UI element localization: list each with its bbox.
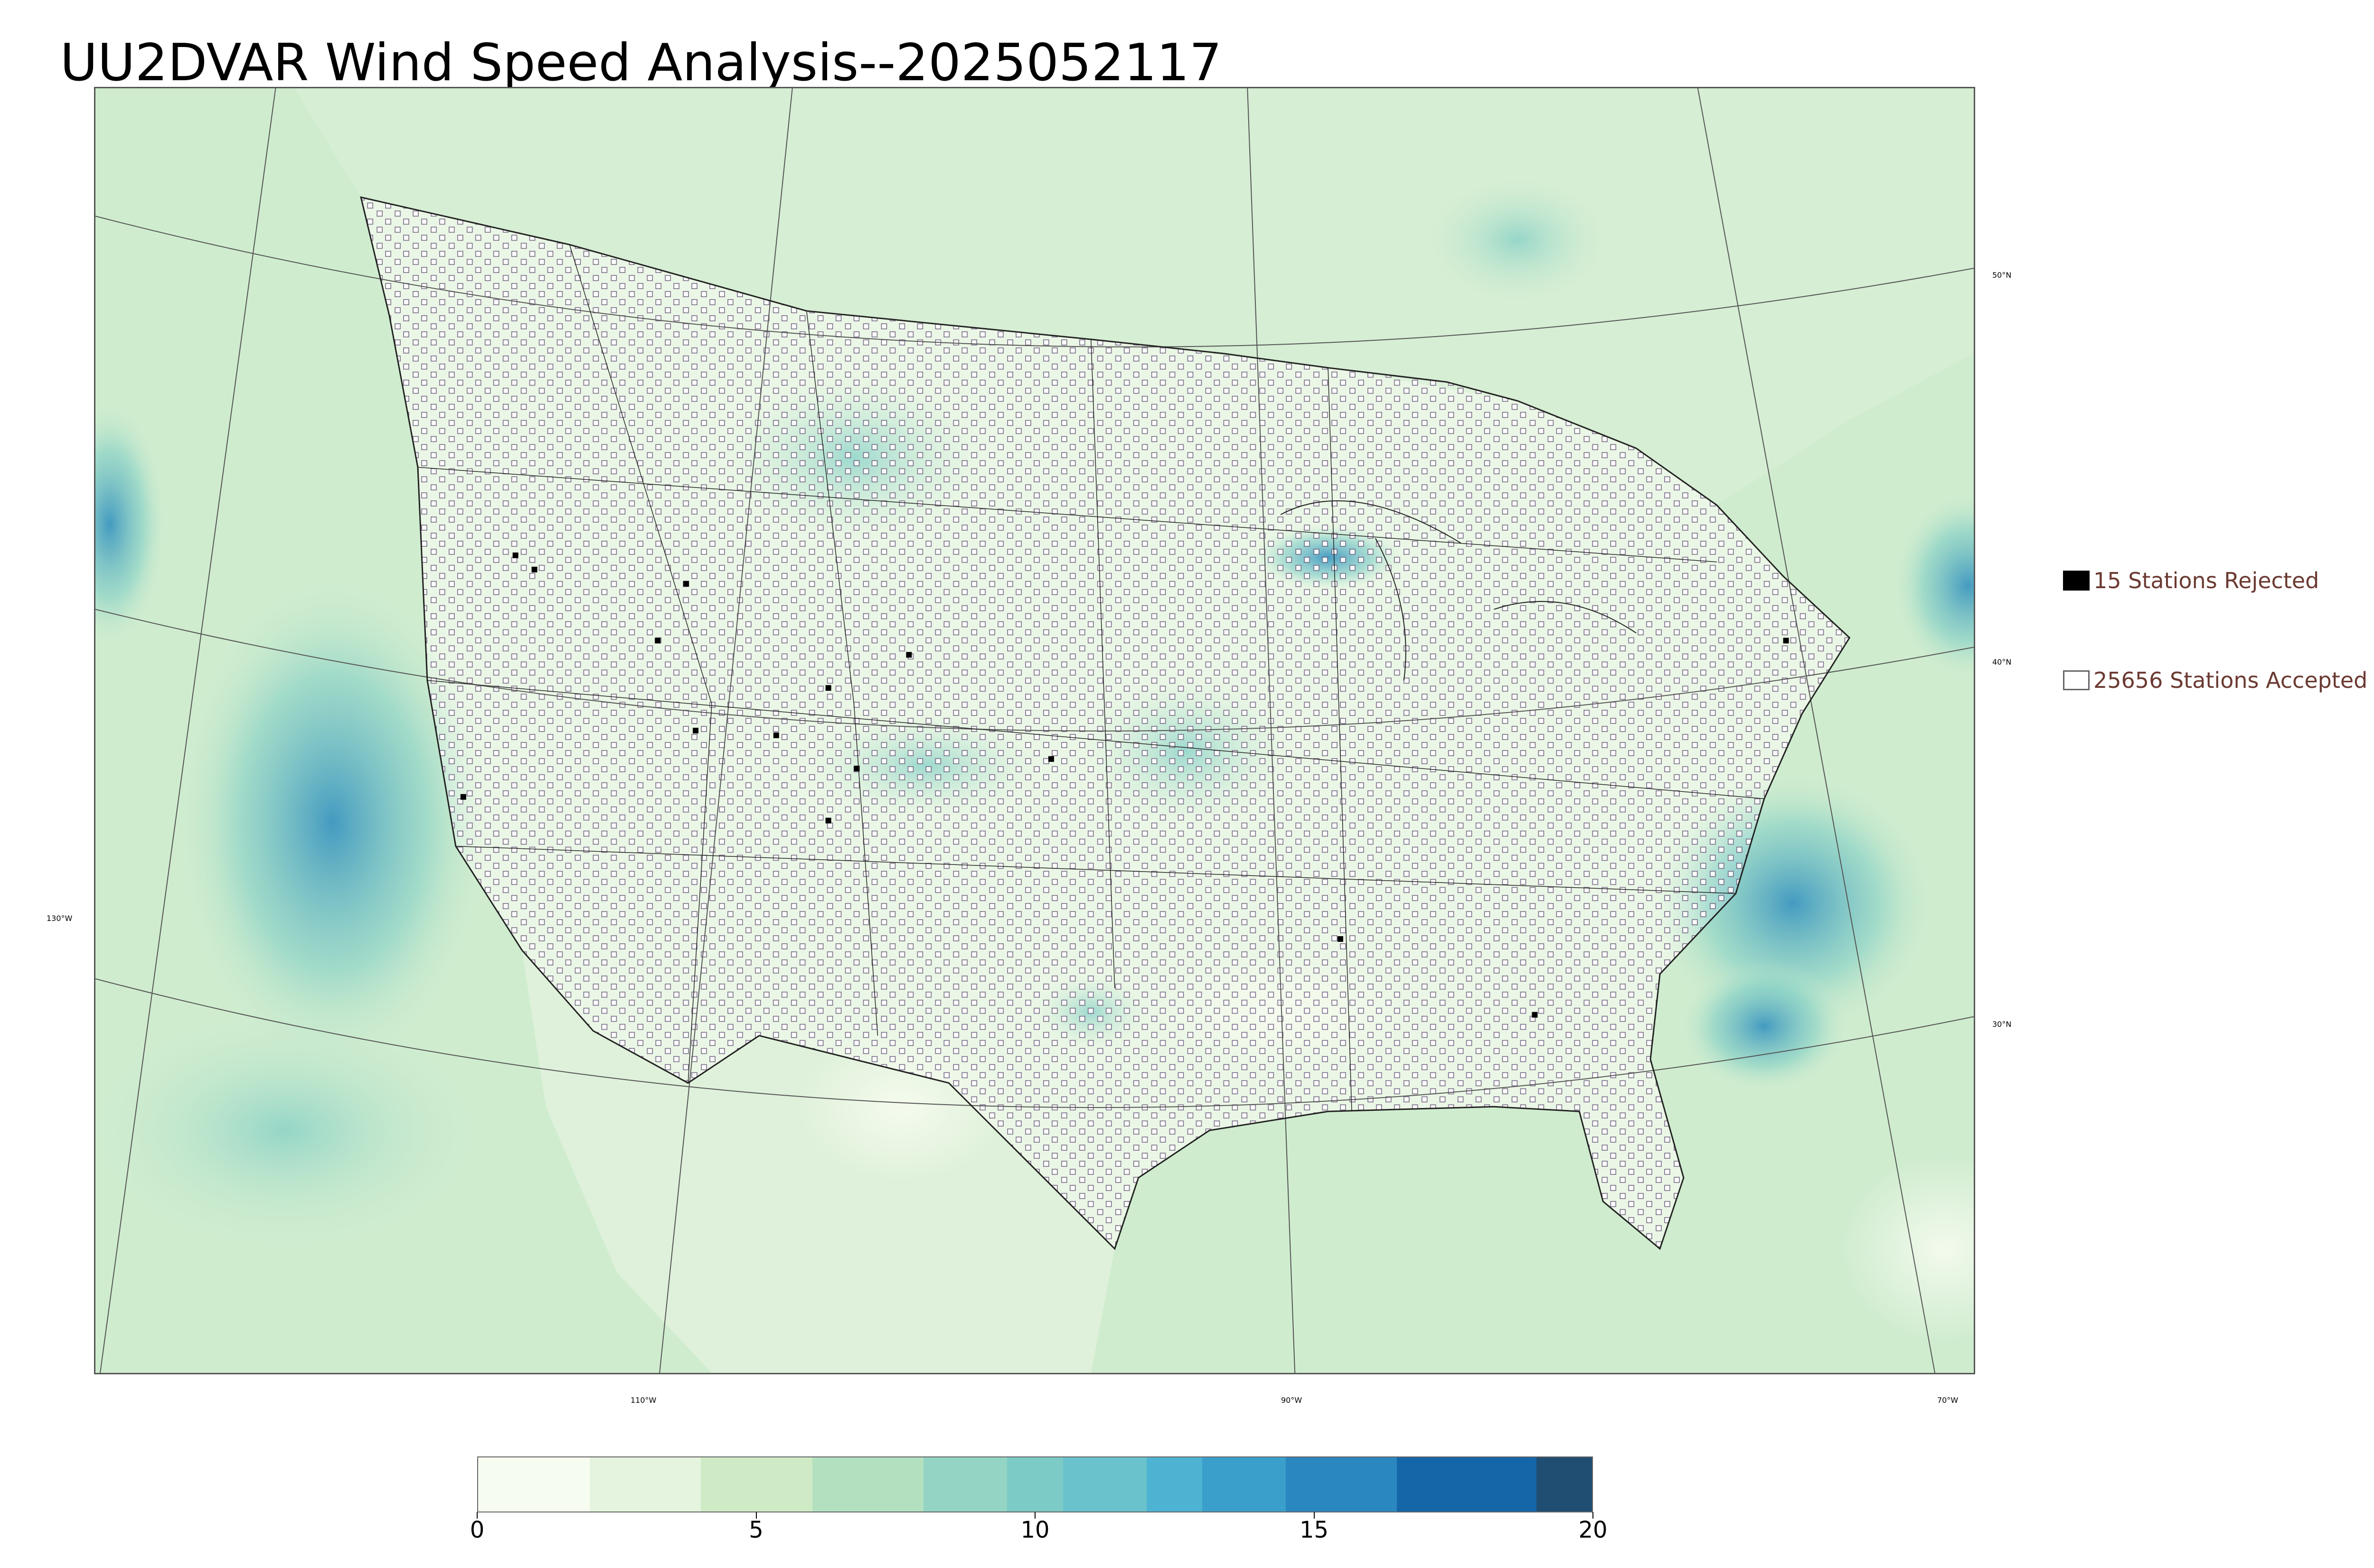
colorbar-segment (1285, 1457, 1397, 1512)
lon-label-90: 90°W (1281, 1396, 1302, 1405)
colorbar-tick-label: 20 (1578, 1517, 1608, 1543)
legend-rejected-label: 15 Stations Rejected (2093, 568, 2319, 593)
map-canvas (95, 88, 1974, 1373)
lat-label-30: 30°N (1992, 1020, 2012, 1029)
atlantic-high-wind-2 (1678, 959, 1850, 1093)
rejected-swatch (2063, 571, 2090, 591)
boundaries (360, 196, 1851, 1250)
colorbar-segment (1202, 1457, 1286, 1512)
colorbar-tick (1035, 1512, 1036, 1519)
accepted-swatch (2063, 670, 2090, 690)
pacific-edge-wind (95, 401, 167, 648)
colorbar-segment (1007, 1457, 1063, 1512)
wind-speed-colorbar (477, 1456, 1593, 1512)
legend-rejected: 15 Stations Rejected (2063, 566, 2319, 595)
colorbar-segment (1397, 1457, 1536, 1512)
wind-speed-map[interactable] (94, 87, 1975, 1374)
colorbar-tick-label: 0 (470, 1517, 485, 1543)
colorbar-tick (1592, 1512, 1593, 1519)
lon-label-110: 110°W (631, 1396, 657, 1405)
colorbar-segment (589, 1457, 701, 1512)
colorbar-tick-label: 5 (749, 1517, 763, 1543)
lon-label-70: 70°W (1937, 1396, 1959, 1405)
lon-label-130: 130°W (47, 914, 73, 923)
colorbar-segment (1146, 1457, 1202, 1512)
colorbar-tick-label: 10 (1020, 1517, 1050, 1543)
lat-label-50: 50°N (1992, 271, 2012, 280)
colorbar-segment (812, 1457, 924, 1512)
map-title: UU2DVAR Wind Speed Analysis--2025052117 (60, 33, 1222, 93)
colorbar-segment (701, 1457, 812, 1512)
colorbar-segment (1536, 1457, 1592, 1512)
legend-accepted: 25656 Stations Accepted (2063, 666, 2367, 695)
rejected-stations (460, 552, 1789, 1018)
atlantic-ne-wind (1892, 491, 1974, 681)
graticule (95, 88, 1974, 1373)
colorbar-segment (923, 1457, 1008, 1512)
lat-label-40: 40°N (1992, 657, 2012, 667)
colorbar-segment (1063, 1457, 1147, 1512)
pacific-high-wind (176, 576, 489, 1069)
colorbar-tick-label: 15 (1299, 1517, 1329, 1543)
legend-accepted-label: 25656 Stations Accepted (2093, 667, 2368, 693)
colorbar-tick (477, 1512, 478, 1519)
colorbar-segment (478, 1457, 590, 1512)
colorbar-tick (1313, 1512, 1315, 1519)
colorbar-tick (755, 1512, 757, 1519)
